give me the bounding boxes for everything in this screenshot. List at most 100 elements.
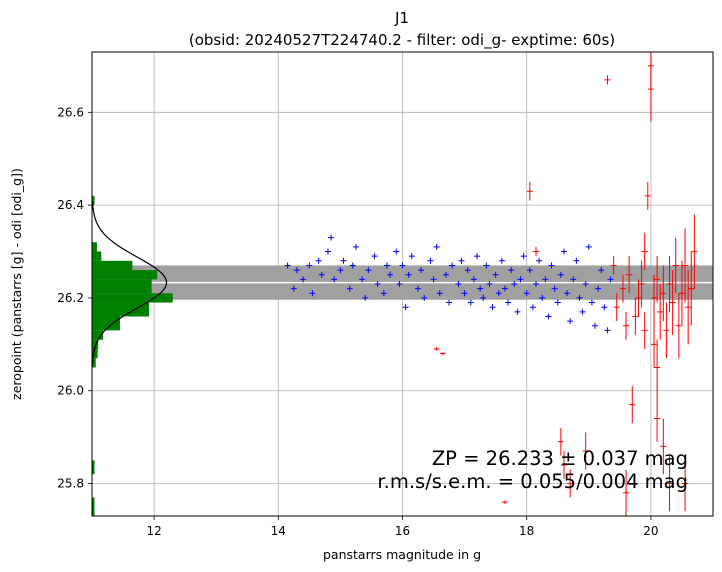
used-star-point: [340, 257, 347, 264]
y-axis-ticks: 25.8 26.0 26.2 26.4 26.6: [57, 105, 92, 491]
rejected-star-point: [582, 432, 589, 470]
used-star-point: [604, 327, 611, 334]
used-star-point: [557, 271, 564, 278]
used-star-point: [582, 281, 589, 287]
rejected-star-point: [691, 214, 698, 289]
x-tick-label: 14: [271, 524, 286, 538]
zeropoint-annotation: ZP = 26.233 ± 0.037 mag: [432, 447, 688, 470]
rejected-star-point: [651, 321, 658, 368]
histogram-bar: [92, 242, 97, 252]
used-star-point: [498, 257, 505, 264]
rejected-star-point: [660, 418, 667, 475]
used-star-point: [362, 294, 369, 301]
used-star-point: [306, 262, 313, 269]
used-star-point: [393, 248, 400, 255]
used-star-point: [346, 285, 353, 292]
used-star-point: [396, 281, 403, 287]
rejected-star-point: [567, 469, 574, 498]
used-star-point: [315, 257, 322, 264]
used-star-point: [486, 281, 493, 287]
used-star-point: [436, 290, 443, 297]
rejected-star-point: [682, 455, 689, 512]
rejected-star-point: [439, 351, 446, 356]
used-star-point: [539, 294, 546, 301]
used-star-point: [290, 285, 297, 292]
used-star-point: [300, 276, 307, 283]
used-star-point: [548, 262, 555, 269]
rejected-star-point: [623, 311, 630, 340]
rejected-star-point: [632, 297, 639, 336]
used-star-point: [501, 285, 508, 292]
histogram-bar: [92, 358, 96, 368]
rejected-star-point: [635, 279, 642, 317]
used-star-point: [545, 313, 552, 320]
used-star-point: [328, 234, 335, 241]
y-tick-label: 26.4: [57, 198, 84, 212]
histogram-bar: [92, 497, 95, 516]
used-star-point: [449, 262, 456, 269]
used-star-point: [467, 299, 474, 306]
used-star-point: [533, 281, 540, 287]
used-star-point: [588, 299, 595, 306]
used-star-point: [585, 243, 592, 250]
used-star-point: [474, 253, 481, 260]
used-star-point: [461, 290, 468, 297]
used-star-point: [567, 318, 574, 325]
histogram-bar: [92, 316, 120, 331]
rejected-star-point: [657, 284, 664, 340]
histogram-bar: [92, 251, 102, 261]
rejected-star-point: [666, 455, 673, 512]
y-axis-label: zeropoint (panstarrs [g] - odi [odi_g]): [9, 168, 24, 400]
used-star-point: [371, 253, 378, 260]
rejected-stars-series: [433, 52, 698, 516]
used-star-point: [477, 285, 484, 292]
rejected-star-point: [685, 270, 692, 345]
histogram-bar: [92, 339, 99, 349]
used-star-point: [399, 262, 406, 269]
rejected-star-point: [678, 260, 685, 326]
used-star-point: [579, 308, 586, 315]
y-tick-label: 26.0: [57, 384, 84, 398]
used-star-point: [495, 290, 502, 297]
used-star-point: [446, 299, 453, 306]
used-star-point: [483, 262, 490, 269]
used-star-point: [359, 276, 366, 283]
histogram-bar: [92, 348, 98, 359]
rejected-star-point: [604, 75, 611, 85]
used-star-point: [517, 276, 524, 283]
histogram-bar: [92, 279, 152, 294]
x-tick-label: 18: [519, 524, 534, 538]
used-star-point: [598, 267, 605, 274]
used-star-point: [529, 304, 536, 311]
used-star-point: [455, 281, 462, 287]
used-star-point: [293, 267, 300, 274]
used-star-point: [405, 271, 412, 278]
rejected-star-point: [688, 251, 695, 326]
used-star-point: [526, 267, 533, 274]
rejected-star-point: [660, 265, 667, 322]
used-star-point: [408, 253, 415, 260]
histogram-bar: [92, 460, 95, 475]
x-axis-label: panstarrs magnitude in g: [323, 547, 481, 562]
histogram-bar: [92, 302, 150, 317]
used-star-point: [564, 290, 571, 297]
y-tick-label: 26.6: [57, 105, 84, 119]
used-star-point: [309, 290, 316, 297]
used-star-point: [324, 248, 331, 255]
rms-annotation: r.m.s/s.e.m. = 0.055/0.004 mag: [377, 470, 688, 493]
used-star-point: [383, 262, 390, 269]
used-star-point: [318, 271, 325, 278]
rejected-star-point: [533, 246, 540, 257]
used-star-point: [433, 243, 440, 250]
used-star-point: [352, 243, 359, 250]
used-star-point: [421, 294, 428, 301]
used-star-point: [505, 299, 512, 306]
rejected-star-point: [644, 181, 651, 210]
used-star-point: [480, 294, 487, 301]
x-tick-label: 20: [643, 524, 658, 538]
used-star-point: [337, 267, 344, 274]
used-star-point: [402, 304, 409, 311]
rejected-star-point: [641, 232, 648, 271]
used-star-point: [442, 271, 449, 278]
used-star-point: [508, 267, 515, 274]
